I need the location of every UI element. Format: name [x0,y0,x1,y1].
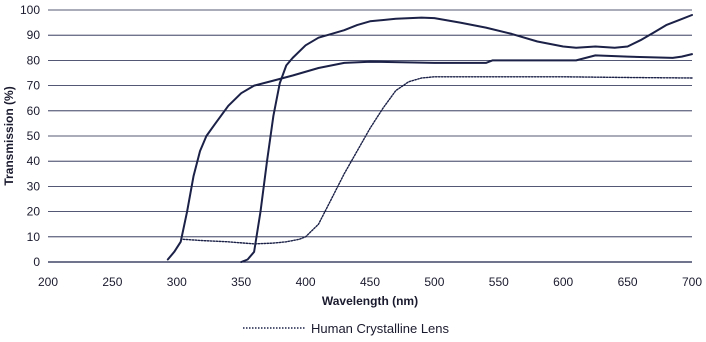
series-lines [166,14,693,263]
x-tick-label-200: 200 [38,275,58,289]
y-tick-label-0: 0 [33,255,40,269]
y-tick-label-100: 100 [20,3,40,17]
y-tick-label-70: 70 [27,79,41,93]
x-tick-label-550: 550 [489,275,509,289]
y-tick-label-10: 10 [27,230,41,244]
y-tick-label-90: 90 [27,28,41,42]
x-tick-label-400: 400 [296,275,316,289]
grid-lines [48,9,692,263]
x-axis-title: Wavelength (nm) [322,294,418,308]
legend: Human Crystalline Lens [243,321,450,336]
x-tick-label-700: 700 [682,275,702,289]
x-axis-tick-labels: 200 250 300 350 400 450 500 550 600 650 700 [38,275,702,289]
y-tick-label-50: 50 [27,129,41,143]
legend-label-human-crystalline-lens: Human Crystalline Lens [311,321,450,336]
x-tick-label-500: 500 [424,275,444,289]
y-tick-label-80: 80 [27,53,41,67]
y-tick-label-20: 20 [27,205,41,219]
y-tick-label-30: 30 [27,179,41,193]
x-tick-label-250: 250 [102,275,122,289]
y-axis-title: Transmission (%) [2,86,16,185]
x-tick-label-350: 350 [231,275,251,289]
series-line-1 [166,53,693,261]
x-tick-label-450: 450 [360,275,380,289]
y-axis-tick-labels: 0 10 20 30 40 50 60 70 80 90 100 [20,3,40,269]
y-tick-label-60: 60 [27,104,41,118]
x-tick-label-650: 650 [618,275,638,289]
series-line-2 [240,14,693,263]
x-tick-label-300: 300 [167,275,187,289]
x-tick-label-600: 600 [553,275,573,289]
y-tick-label-40: 40 [27,154,41,168]
series-line-human-crystalline-lens [182,76,693,245]
